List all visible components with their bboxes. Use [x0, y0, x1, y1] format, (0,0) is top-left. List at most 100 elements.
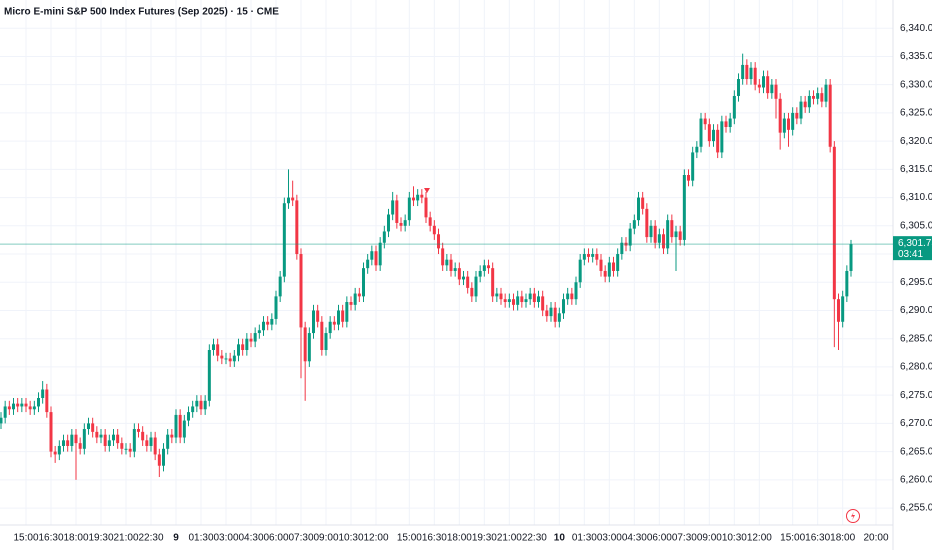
candle-body	[303, 327, 307, 362]
candle-body	[745, 64, 749, 80]
candle-body	[0, 417, 3, 424]
candle-body	[820, 93, 824, 102]
candle-body	[553, 307, 557, 322]
candle-body	[778, 98, 782, 133]
candle-body	[324, 333, 328, 350]
candle-body	[216, 344, 220, 356]
candle-body	[320, 321, 324, 350]
candle-body	[424, 197, 428, 218]
candle-body	[528, 293, 532, 300]
x-tick-label: 18:00	[447, 533, 472, 544]
candle-body	[699, 118, 703, 147]
candle-body	[512, 299, 516, 305]
x-tick-label: 15:00	[397, 533, 422, 544]
candle-body	[370, 251, 374, 260]
candle-body	[462, 276, 466, 280]
candle-body	[770, 84, 774, 94]
candle-body	[391, 200, 395, 215]
y-tick-label: 6,335.00	[900, 51, 932, 62]
candle-body	[149, 437, 153, 446]
candle-body	[174, 414, 178, 438]
candle-body	[207, 350, 211, 401]
candle-body	[470, 287, 474, 297]
candle-body	[37, 397, 41, 407]
candle-body	[749, 67, 753, 80]
candle-body	[712, 129, 716, 142]
x-tick-label: 21:00	[113, 533, 138, 544]
candle-body	[682, 175, 686, 240]
last-price-box	[893, 236, 932, 261]
x-tick-label: 16:30	[805, 533, 830, 544]
y-tick-label: 6,310.00	[900, 192, 932, 203]
candle-body	[7, 406, 11, 410]
last-price-label: 6,301.75	[898, 238, 932, 249]
candle-body	[849, 244, 853, 271]
candle-body	[766, 76, 770, 94]
candle-body	[87, 423, 91, 430]
y-tick-label: 6,270.00	[900, 418, 932, 429]
candle-body	[787, 118, 791, 130]
candle-body	[199, 400, 203, 410]
candle-body	[270, 318, 274, 325]
candle-body	[353, 293, 357, 305]
x-tick-label: 19:30	[88, 533, 113, 544]
x-tick-label: 10:30	[722, 533, 747, 544]
candle-body	[403, 220, 407, 226]
candle-body	[387, 214, 391, 232]
candle-body	[337, 310, 341, 325]
x-tick-label: 07:30	[288, 533, 313, 544]
candle-body	[691, 152, 695, 181]
y-tick-label: 6,330.00	[900, 79, 932, 90]
candle-body	[487, 265, 491, 269]
candle-body	[41, 389, 45, 398]
x-tick-label: 18:00	[63, 533, 88, 544]
x-tick-label: 01:30	[188, 533, 213, 544]
candle-body	[145, 440, 149, 446]
candle-body	[3, 406, 7, 418]
candle-body	[737, 79, 741, 96]
candle-body	[112, 434, 116, 441]
x-tick-label: 9	[173, 533, 179, 544]
candle-body	[374, 251, 378, 266]
candle-body	[453, 268, 457, 271]
candle-body	[212, 344, 216, 350]
candle-body	[782, 118, 786, 133]
candle-body	[53, 451, 57, 455]
candle-body	[591, 254, 595, 257]
candle-body	[95, 431, 99, 438]
candle-body	[816, 93, 820, 99]
y-tick-label: 6,340.00	[900, 23, 932, 34]
x-tick-label: 16:30	[38, 533, 63, 544]
candle-body	[666, 220, 670, 249]
x-tick-label: 09:00	[313, 533, 338, 544]
candle-body	[262, 321, 266, 331]
candle-body	[662, 234, 666, 249]
candle-body	[578, 259, 582, 283]
candle-body	[412, 197, 416, 201]
candle-body	[574, 282, 578, 300]
candle-body	[416, 194, 420, 201]
candle-body	[753, 67, 757, 85]
candle-body	[632, 220, 636, 229]
candle-body	[57, 445, 61, 455]
y-tick-label: 6,305.00	[900, 220, 932, 231]
candle-body	[349, 302, 353, 305]
candle-body	[428, 217, 432, 226]
candle-body	[345, 302, 349, 322]
candle-body	[28, 406, 32, 410]
y-tick-label: 6,315.00	[900, 164, 932, 175]
x-tick-label: 12:00	[363, 533, 388, 544]
candle-body	[232, 355, 236, 362]
candle-body	[128, 448, 132, 452]
candle-body	[187, 412, 191, 421]
chart-title: Micro E-mini S&P 500 Index Futures (Sep …	[4, 7, 279, 18]
candle-body	[807, 95, 811, 108]
candle-body	[91, 423, 95, 432]
candle-body	[645, 208, 649, 238]
candle-body	[582, 254, 586, 260]
x-tick-label: 03:00	[213, 533, 238, 544]
x-tick-label: 22:30	[138, 533, 163, 544]
candle-body	[732, 95, 736, 119]
candle-body	[557, 313, 561, 322]
candle-body	[803, 101, 807, 108]
